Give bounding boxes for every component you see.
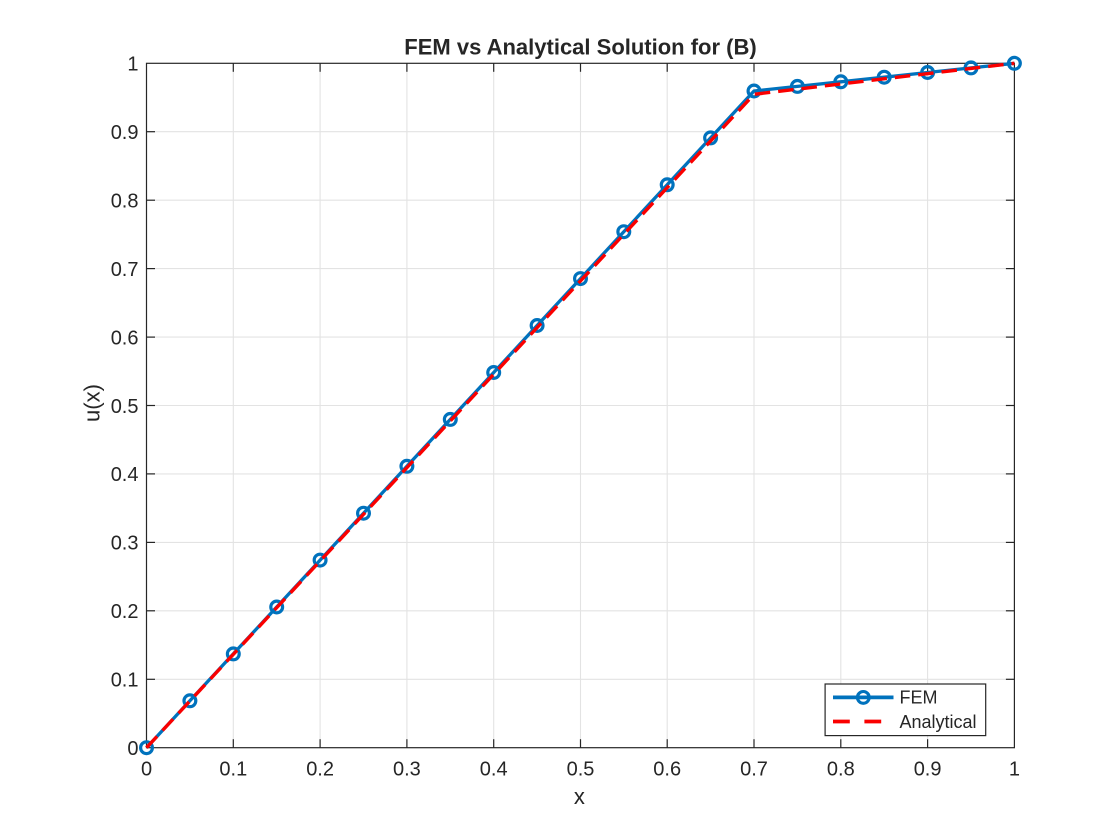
svg-text:0.2: 0.2 [306,759,334,781]
svg-text:FEM: FEM [900,688,938,708]
svg-text:0.6: 0.6 [111,327,139,349]
svg-text:0.3: 0.3 [393,759,421,781]
svg-text:Analytical: Analytical [900,712,977,732]
svg-text:0.1: 0.1 [219,759,247,781]
svg-text:0.7: 0.7 [111,259,139,281]
svg-text:0.2: 0.2 [111,601,139,623]
svg-text:0.9: 0.9 [914,759,942,781]
svg-text:1: 1 [1009,759,1020,781]
svg-text:0.8: 0.8 [827,759,855,781]
svg-text:0.4: 0.4 [480,759,508,781]
svg-text:FEM vs Analytical Solution for: FEM vs Analytical Solution for (B) [404,35,756,60]
svg-text:1: 1 [127,54,138,76]
svg-text:0.6: 0.6 [653,759,681,781]
svg-text:0.8: 0.8 [111,191,139,213]
svg-text:0.1: 0.1 [111,670,139,692]
svg-text:u(x): u(x) [80,384,105,422]
svg-text:x: x [574,784,585,809]
svg-text:0.5: 0.5 [567,759,595,781]
svg-text:0.7: 0.7 [740,759,768,781]
svg-text:0: 0 [141,759,152,781]
svg-text:0.4: 0.4 [111,464,139,486]
svg-text:0.9: 0.9 [111,122,139,144]
svg-text:0.5: 0.5 [111,396,139,418]
svg-text:0: 0 [127,738,138,760]
svg-text:0.3: 0.3 [111,533,139,555]
